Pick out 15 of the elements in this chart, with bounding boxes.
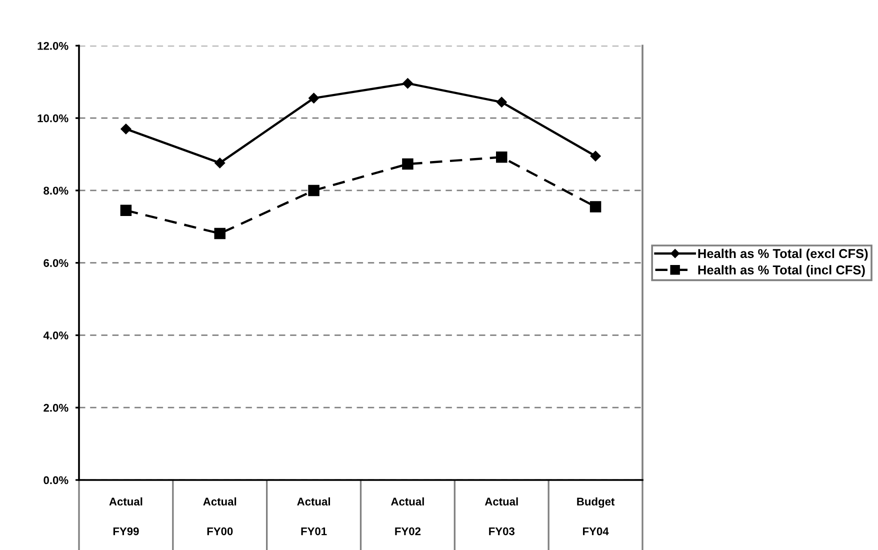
y-tick-label: 4.0% [43, 332, 68, 340]
y-tick-label: 6.0% [44, 259, 68, 267]
y-tick-label: 8.0% [44, 186, 68, 195]
y-tick-label: 2.0% [44, 404, 68, 412]
category-label: Budget FY04 [577, 497, 615, 536]
category-label: Actual FY00 [203, 497, 236, 536]
legend-label: Health as % Total (incl CFS) [698, 265, 865, 277]
category-label: Actual FY99 [109, 497, 142, 536]
category-label: Actual FY03 [484, 497, 518, 536]
legend-label: Health as % Total (excl CFS) [698, 248, 868, 261]
y-tick-label: 0.0% [44, 476, 68, 484]
category-label: Actual FY01 [297, 497, 330, 536]
category-label: Actual FY02 [391, 497, 424, 536]
y-tick-label: 10.0% [38, 114, 68, 122]
y-tick-label: 12.0% [38, 42, 68, 50]
